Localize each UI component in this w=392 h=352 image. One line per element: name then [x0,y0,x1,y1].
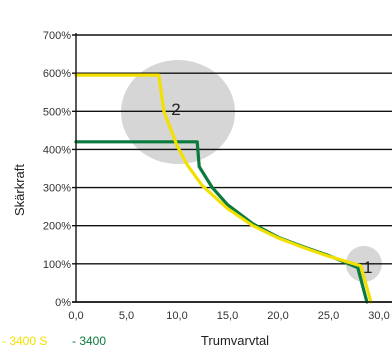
legend-item-3400-s: - 3400 S [2,334,47,348]
callout-circle-2 [121,60,236,165]
x-tick-label: 25,0 [318,310,339,322]
legend-item-3400: - 3400 [72,334,106,348]
y-tick-label: 200% [43,221,71,233]
y-tick-label: 400% [43,144,71,156]
callout-label-1: 1 [363,258,372,277]
x-tick-label: 15,0 [217,310,238,322]
y-tick-label: 700% [43,30,71,42]
y-tick-label: 300% [43,183,71,195]
series-line-3400 [74,140,369,304]
y-axis-title: Skärkraft [12,164,27,216]
callout-text-layer: 21 [171,100,372,277]
y-tick-label: 100% [43,259,71,271]
legend: - 3400 S - 3400 [2,334,106,348]
x-tick-label: 5,0 [119,310,134,322]
x-tick-label: 0,0 [68,310,83,322]
callout-label-2: 2 [171,100,180,119]
series-line-3400-s [74,73,373,304]
x-tick-label: 20,0 [267,310,288,322]
series-layer [74,73,373,304]
y-tick-label: 0% [55,297,71,309]
y-tick-label: 600% [43,68,71,80]
label-layer: Skärkraft Trumvarvtal [12,164,269,348]
y-tick-label: 500% [43,106,71,118]
x-tick-label: 10,0 [166,310,187,322]
axis-layer: 0% 100% 200% 300% 400% 500% 600% 700% 0,0 5,0 10,0… [43,30,392,322]
x-axis-title: Trumvarvtal [201,333,269,348]
x-tick-label: 30,0 [368,310,389,322]
